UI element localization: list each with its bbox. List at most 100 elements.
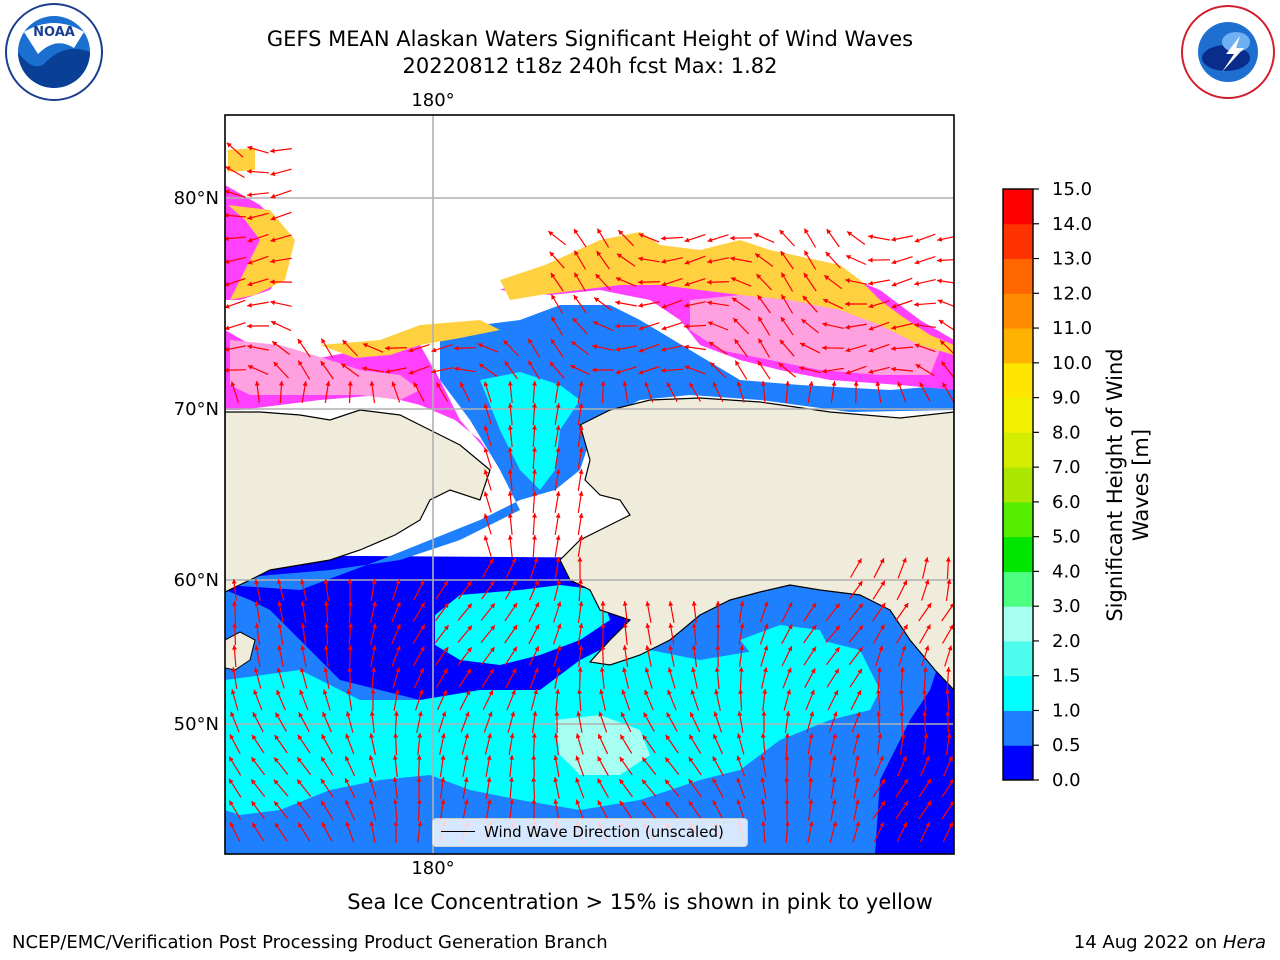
wave-arrow-head — [368, 799, 374, 805]
wave-arrow-head — [271, 321, 277, 326]
colorbar-tick-label: 4.0 — [1052, 561, 1081, 582]
wave-arrow-head — [345, 711, 351, 717]
wave-arrow-head — [532, 513, 537, 518]
wave-arrow-head — [323, 645, 329, 650]
wave-arrow-head — [756, 274, 762, 279]
wave-arrow-head — [464, 733, 470, 739]
wave-arrow-head — [229, 756, 234, 762]
wave-arrow-head — [270, 279, 275, 285]
wave-arrow-head — [594, 297, 600, 303]
wave-arrow-head — [533, 557, 539, 563]
wave-arrow-head — [578, 447, 584, 452]
wave-arrow-head — [784, 755, 790, 760]
chart-title: GEFS MEAN Alaskan Waters Significant Hei… — [266, 27, 914, 51]
wave-arrow-head — [431, 368, 437, 374]
wave-arrow-head — [232, 623, 238, 628]
wave-arrow-head — [510, 711, 516, 717]
wave-arrow-head — [417, 733, 423, 738]
wave-arrow-head — [688, 800, 694, 806]
wave-arrow-head — [868, 234, 874, 240]
wave-arrow-head — [578, 425, 584, 430]
colorbar-tick-label: 1.5 — [1052, 666, 1081, 687]
wave-arrow-head — [512, 646, 517, 652]
wave-arrow-head — [945, 667, 951, 672]
wave-arrow-head — [857, 558, 862, 564]
wave-arrow-head — [507, 535, 513, 540]
wave-arrow-head — [600, 623, 606, 628]
wave-arrow-head — [891, 303, 897, 309]
wave-arrow-head — [811, 602, 817, 608]
wave-arrow-head — [925, 822, 930, 828]
wave-arrow-head — [391, 381, 397, 387]
wave-arrow-head — [707, 321, 713, 326]
colorbar-frame — [1002, 188, 1034, 781]
wave-arrow-head — [509, 733, 515, 738]
wave-arrow-head — [531, 733, 537, 738]
wave-arrow-head — [555, 381, 561, 386]
colorbar-tick-label: 2.0 — [1052, 631, 1081, 652]
wave-arrow-head — [661, 235, 666, 241]
wave-arrow-head — [691, 623, 697, 628]
wave-arrow-head — [413, 382, 419, 388]
wave-arrow-head — [691, 667, 696, 673]
wave-arrow-head — [270, 148, 275, 154]
colorbar-tick-label: 11.0 — [1052, 318, 1092, 339]
wave-arrow-head — [922, 711, 928, 716]
wave-arrow-head — [808, 755, 814, 760]
wave-arrow-head — [507, 491, 513, 496]
wave-arrow-head — [689, 382, 694, 388]
wave-arrow-head — [808, 381, 814, 386]
wave-arrow-head — [712, 800, 718, 806]
wave-arrow-head — [831, 799, 837, 805]
wave-arrow-head — [342, 340, 348, 345]
wave-arrow-head — [903, 624, 908, 630]
wave-arrow-head — [868, 369, 874, 374]
wave-arrow-head — [556, 645, 562, 651]
wave-arrow-head — [507, 425, 513, 430]
wave-arrow-head — [597, 778, 602, 784]
wave-arrow-head — [755, 253, 761, 259]
wave-arrow-head — [691, 601, 697, 606]
wave-arrow-head — [270, 171, 276, 177]
wave-arrow-head — [661, 347, 667, 352]
wave-arrow-head — [945, 711, 951, 716]
wave-arrow-head — [661, 325, 667, 331]
wave-arrow-head — [787, 602, 793, 608]
wave-arrow-head — [555, 689, 561, 694]
wave-arrow-head — [592, 367, 597, 373]
wave-arrow-head — [891, 366, 896, 372]
wave-arrow-head — [622, 645, 628, 650]
wave-arrow-head — [252, 822, 257, 828]
wave-arrow-head — [924, 579, 930, 585]
wave-arrow-head — [578, 579, 583, 584]
wave-arrow-head — [847, 231, 853, 237]
wave-arrow-head — [298, 360, 303, 366]
wave-arrow-head — [554, 711, 560, 716]
wave-arrow-head — [760, 755, 766, 760]
wave-arrow-head — [247, 323, 252, 329]
wave-arrow-head — [392, 755, 398, 760]
lon-label-bottom: 180° — [411, 858, 454, 879]
wave-arrow-head — [247, 365, 253, 370]
wave-arrow-head — [644, 667, 650, 673]
wave-arrow-head — [802, 295, 808, 301]
wave-arrow-head — [753, 233, 760, 238]
wave-arrow-head — [231, 667, 237, 672]
colorbar-segment — [1003, 397, 1033, 433]
wave-arrow-head — [778, 363, 784, 368]
wave-arrow-head — [575, 755, 581, 761]
wave-arrow-head — [477, 343, 483, 348]
colorbar-segment — [1003, 571, 1033, 607]
wave-arrow-head — [321, 822, 327, 828]
wave-arrow-head — [707, 237, 713, 243]
wave-arrow-head — [691, 645, 697, 650]
wave-arrow-head — [573, 228, 579, 234]
wave-arrow-head — [368, 755, 374, 761]
wave-arrow-head — [251, 801, 257, 807]
wave-arrow-head — [512, 624, 518, 631]
land-siberia — [225, 409, 491, 593]
wave-arrow-head — [937, 236, 943, 242]
wave-arrow-head — [362, 343, 368, 348]
colorbar-tick-label: 0.5 — [1052, 735, 1081, 756]
colorbar-segment — [1003, 536, 1033, 572]
